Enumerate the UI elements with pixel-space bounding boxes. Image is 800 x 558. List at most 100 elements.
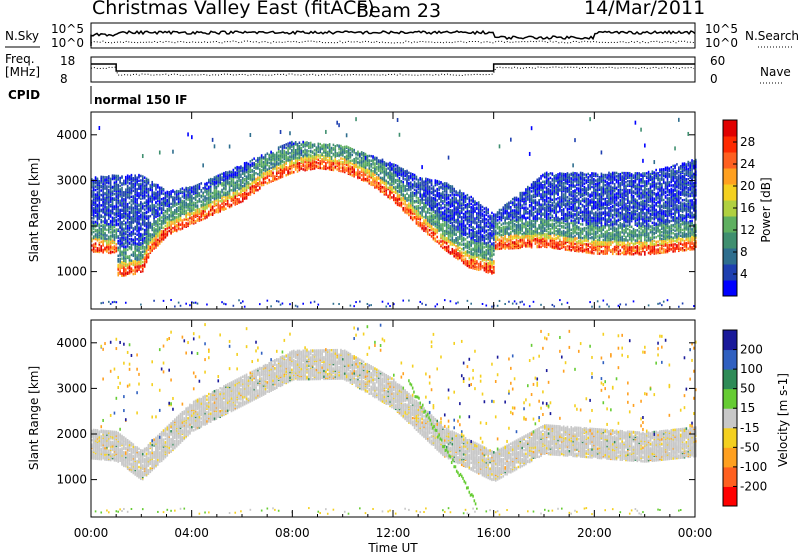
power-cell bbox=[416, 183, 418, 186]
power-cell bbox=[151, 223, 153, 226]
power-cell bbox=[353, 149, 355, 152]
power-cell bbox=[421, 303, 423, 305]
power-cell bbox=[267, 175, 269, 178]
power-cell bbox=[452, 213, 454, 216]
power-cell bbox=[419, 177, 421, 180]
power-cell bbox=[380, 177, 382, 180]
power-cell bbox=[412, 208, 414, 211]
power-cell bbox=[125, 249, 127, 252]
power-cell bbox=[440, 223, 442, 226]
power-cell bbox=[259, 186, 261, 189]
power-cell bbox=[155, 225, 157, 228]
power-cell bbox=[323, 165, 325, 168]
power-cell bbox=[100, 181, 102, 184]
power-cell bbox=[144, 231, 146, 234]
power-cell bbox=[359, 166, 361, 169]
power-cell bbox=[416, 212, 418, 215]
power-cell bbox=[131, 199, 133, 202]
power-cell bbox=[416, 189, 418, 192]
power-cell bbox=[178, 218, 180, 221]
power-cell bbox=[418, 223, 420, 226]
power-cell bbox=[444, 246, 446, 249]
power-cell bbox=[419, 216, 421, 219]
power-cell bbox=[140, 223, 142, 226]
power-cell bbox=[295, 162, 297, 165]
power-cell bbox=[338, 154, 340, 157]
power-cell bbox=[123, 246, 125, 249]
power-cell bbox=[319, 165, 321, 168]
power-cell bbox=[372, 178, 374, 181]
power-cell bbox=[161, 240, 163, 243]
power-cell bbox=[114, 185, 116, 188]
power-cell bbox=[276, 154, 278, 157]
power-cell bbox=[144, 208, 146, 211]
power-cell bbox=[421, 178, 423, 181]
power-cell bbox=[308, 167, 310, 170]
power-cell bbox=[99, 204, 101, 207]
power-cell bbox=[440, 192, 442, 195]
power-cell bbox=[251, 159, 253, 162]
power-cell bbox=[104, 224, 106, 227]
power-cell bbox=[289, 171, 291, 174]
power-cell bbox=[217, 210, 219, 213]
power-cell bbox=[172, 203, 174, 206]
power-cell bbox=[374, 162, 376, 165]
power-cell bbox=[183, 192, 185, 195]
power-cell bbox=[368, 304, 370, 306]
power-cell bbox=[138, 174, 140, 177]
power-cell bbox=[395, 186, 397, 189]
power-cell bbox=[431, 191, 433, 194]
power-cell bbox=[333, 147, 335, 150]
power-cell bbox=[123, 256, 125, 259]
power-cell bbox=[225, 303, 227, 305]
power-cell bbox=[140, 198, 142, 201]
power-cell bbox=[340, 157, 342, 160]
power-cell bbox=[336, 152, 338, 155]
power-cell bbox=[306, 141, 308, 144]
power-cell bbox=[176, 210, 178, 213]
power-cell bbox=[282, 156, 284, 159]
power-cell bbox=[100, 214, 102, 217]
power-cell bbox=[385, 162, 387, 165]
power-cell bbox=[259, 157, 261, 160]
power-cell bbox=[421, 206, 423, 209]
power-cell bbox=[287, 166, 289, 169]
power-cell bbox=[121, 208, 123, 211]
power-cell bbox=[433, 220, 435, 223]
power-cell bbox=[182, 200, 184, 203]
power-cell bbox=[453, 203, 455, 206]
power-cell bbox=[97, 187, 99, 190]
power-cell bbox=[452, 200, 454, 203]
power-cell bbox=[136, 204, 138, 207]
power-cell bbox=[106, 188, 108, 191]
power-cell bbox=[436, 223, 438, 226]
power-cell bbox=[259, 160, 261, 163]
power-cell bbox=[191, 207, 193, 210]
power-cell bbox=[395, 174, 397, 177]
power-cell bbox=[234, 182, 236, 185]
power-cell bbox=[163, 188, 165, 191]
power-cell bbox=[318, 143, 320, 146]
power-cell bbox=[310, 144, 312, 147]
power-cell bbox=[110, 183, 112, 186]
power-cell bbox=[397, 190, 399, 193]
power-cell bbox=[146, 239, 148, 242]
power-cell bbox=[384, 186, 386, 189]
power-cell bbox=[119, 243, 121, 246]
power-cell bbox=[455, 226, 457, 229]
power-cell bbox=[133, 251, 135, 254]
power-cell bbox=[318, 304, 320, 306]
power-cell bbox=[244, 183, 246, 186]
power-cell bbox=[350, 170, 352, 173]
power-cell bbox=[225, 185, 227, 188]
power-cell bbox=[257, 182, 259, 185]
power-cell bbox=[199, 220, 201, 223]
power-cell bbox=[176, 216, 178, 219]
power-cell bbox=[425, 211, 427, 214]
power-cell bbox=[253, 185, 255, 188]
power-cell bbox=[104, 192, 106, 195]
power-cell bbox=[233, 305, 235, 307]
power-cell bbox=[251, 176, 253, 179]
power-cell bbox=[136, 194, 138, 197]
power-cell bbox=[144, 246, 146, 249]
